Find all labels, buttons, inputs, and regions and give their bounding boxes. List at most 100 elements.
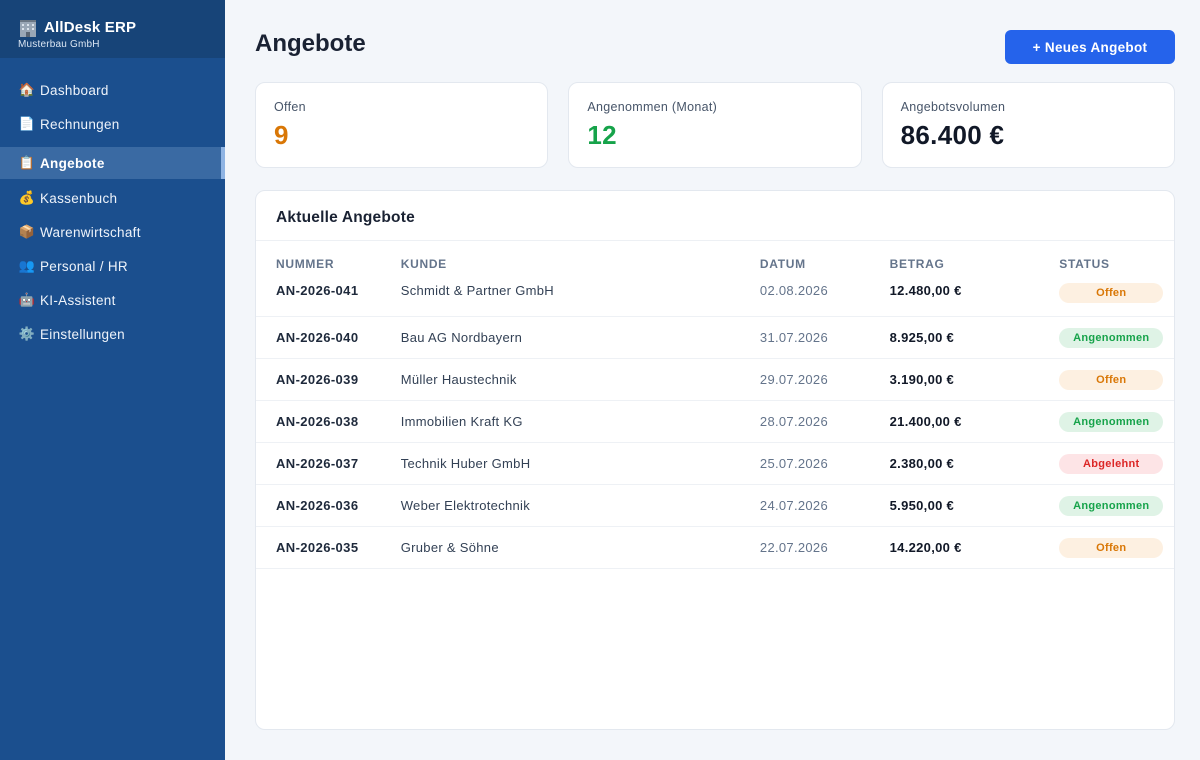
sidebar-item-label: Rechnungen: [40, 116, 120, 132]
status-badge: Offen: [1059, 369, 1164, 390]
package-icon: 📦: [18, 224, 36, 239]
offer-date: 28.07.2026: [759, 414, 828, 429]
panel-title: Aktuelle Angebote: [256, 191, 1174, 241]
offer-number: AN-2026-038: [276, 414, 359, 429]
sidebar-item-label: Einstellungen: [40, 326, 125, 342]
sidebar-item-kassenbuch[interactable]: 💰 Kassenbuch: [0, 181, 225, 215]
offer-amount: 2.380,00 €: [889, 456, 955, 471]
company-name: Musterbau GmbH: [18, 39, 100, 50]
table-body: AN-2026-041 Schmidt & Partner GmbH 02.08.2…: [256, 279, 1174, 569]
customer-name: Technik Huber GmbH: [400, 456, 531, 471]
column-header-betrag[interactable]: BETRAG: [889, 257, 945, 271]
offer-date: 24.07.2026: [759, 498, 828, 513]
status-cell: Offen: [1059, 537, 1174, 558]
sidebar-item-label: Angebote: [40, 155, 105, 171]
kpi-card-angenommen: Angenommen (Monat) 12: [568, 82, 862, 168]
kpi-card-offen: Offen 9: [255, 82, 549, 168]
column-header-nummer[interactable]: NUMMER: [276, 257, 335, 271]
offer-date: 25.07.2026: [759, 456, 828, 471]
status-cell: Angenommen: [1059, 495, 1174, 516]
customer-name: Müller Haustechnik: [400, 372, 517, 387]
sidebar-item-personal-hr[interactable]: 👥 Personal / HR: [0, 249, 225, 283]
sidebar-item-label: Dashboard: [40, 82, 109, 98]
document-icon: 📄: [18, 116, 36, 131]
table-row[interactable]: AN-2026-036 Weber Elektrotechnik 24.07.202…: [256, 485, 1174, 527]
office-building-icon: [20, 20, 36, 37]
kpi-label: Angebotsvolumen: [900, 100, 1006, 114]
offer-amount: 14.220,00 €: [889, 540, 962, 555]
table-row[interactable]: AN-2026-037 Technik Huber GmbH 25.07.2026 2…: [256, 443, 1174, 485]
status-cell: Angenommen: [1059, 411, 1174, 432]
customer-name: Bau AG Nordbayern: [400, 330, 523, 345]
sidebar-item-einstellungen[interactable]: ⚙️ Einstellungen: [0, 317, 225, 351]
sidebar-item-rechnungen[interactable]: 📄 Rechnungen: [0, 107, 225, 141]
sidebar-item-label: Kassenbuch: [40, 190, 118, 206]
gear-icon: ⚙️: [18, 326, 36, 341]
sidebar-item-label: Warenwirtschaft: [40, 224, 141, 240]
customer-name: Gruber & Söhne: [400, 540, 499, 555]
clipboard-icon: 📋: [18, 155, 36, 170]
offer-number: AN-2026-037: [276, 456, 359, 471]
status-badge: Angenommen: [1059, 411, 1164, 432]
table-row[interactable]: AN-2026-041 Schmidt & Partner GmbH 02.08.2…: [256, 279, 1174, 317]
table-row[interactable]: AN-2026-035 Gruber & Söhne 22.07.2026 14.22…: [256, 527, 1174, 569]
offer-date: 29.07.2026: [759, 372, 828, 387]
status-badge: Offen: [1059, 537, 1164, 558]
new-offer-button[interactable]: + Neues Angebot: [1005, 30, 1175, 64]
status-badge: Angenommen: [1059, 327, 1164, 348]
offer-amount: 3.190,00 €: [889, 372, 955, 387]
kpi-label: Offen: [274, 100, 306, 114]
sidebar-item-ki-assistent[interactable]: 🤖 KI-Assistent: [0, 283, 225, 317]
offer-amount: 21.400,00 €: [889, 414, 962, 429]
sidebar-item-dashboard[interactable]: 🏠 Dashboard: [0, 73, 225, 107]
status-badge: Offen: [1059, 283, 1164, 303]
column-header-status[interactable]: STATUS: [1059, 257, 1110, 271]
status-cell: Abgelehnt: [1059, 453, 1174, 474]
kpi-card-volumen: Angebotsvolumen 86.400 €: [881, 82, 1175, 168]
status-cell: Angenommen: [1059, 327, 1174, 348]
sidebar-item-angebote[interactable]: 📋 Angebote: [0, 147, 225, 179]
table-row[interactable]: AN-2026-040 Bau AG Nordbayern 31.07.2026 8.…: [256, 317, 1174, 359]
sidebar-item-label: Personal / HR: [40, 258, 128, 274]
offer-date: 02.08.2026: [759, 283, 828, 298]
sidebar-nav: 🏠 Dashboard 📄 Rechnungen 📋 Angebote 💰 Kassenbuc…: [0, 73, 225, 351]
app-title: AllDesk ERP: [18, 19, 207, 37]
column-header-datum[interactable]: DATUM: [759, 257, 806, 271]
sidebar-item-label: KI-Assistent: [40, 292, 116, 308]
offer-date: 31.07.2026: [759, 330, 828, 345]
kpi-value: 86.400 €: [900, 120, 1005, 150]
brand-header: AllDesk ERP Musterbau GmbH: [0, 0, 225, 58]
table-header: NUMMER KUNDE DATUM BETRAG STATUS: [256, 241, 1174, 279]
customer-name: Schmidt & Partner GmbH: [400, 283, 554, 298]
house-icon: 🏠: [18, 82, 36, 97]
offers-panel: Aktuelle Angebote NUMMER KUNDE DATUM BET…: [255, 190, 1175, 730]
offer-date: 22.07.2026: [759, 540, 828, 555]
customer-name: Immobilien Kraft KG: [400, 414, 523, 429]
offer-amount: 5.950,00 €: [889, 498, 955, 513]
offer-number: AN-2026-039: [276, 372, 359, 387]
column-header-kunde[interactable]: KUNDE: [400, 257, 447, 271]
offer-number: AN-2026-036: [276, 498, 359, 513]
offer-number: AN-2026-040: [276, 330, 359, 345]
money-bag-icon: 💰: [18, 190, 36, 205]
status-cell: Offen: [1059, 369, 1174, 390]
status-cell: Offen: [1059, 283, 1174, 303]
offer-amount: 12.480,00 €: [889, 283, 962, 298]
offer-amount: 8.925,00 €: [889, 330, 955, 345]
table-row[interactable]: AN-2026-038 Immobilien Kraft KG 28.07.2026…: [256, 401, 1174, 443]
status-badge: Abgelehnt: [1059, 453, 1164, 474]
status-badge: Angenommen: [1059, 495, 1164, 516]
robot-icon: 🤖: [18, 292, 36, 307]
page-title: Angebote: [255, 30, 366, 57]
customer-name: Weber Elektrotechnik: [400, 498, 531, 513]
people-icon: 👥: [18, 258, 36, 273]
sidebar-item-warenwirtschaft[interactable]: 📦 Warenwirtschaft: [0, 215, 225, 249]
kpi-value: 12: [587, 120, 617, 150]
kpi-label: Angenommen (Monat): [587, 100, 718, 114]
sidebar: AllDesk ERP Musterbau GmbH 🏠 Dashboard 📄 Re…: [0, 0, 225, 760]
offer-number: AN-2026-035: [276, 540, 359, 555]
kpi-value: 9: [274, 120, 289, 150]
app-name: AllDesk ERP: [44, 19, 137, 36]
table-row[interactable]: AN-2026-039 Müller Haustechnik 29.07.2026 3…: [256, 359, 1174, 401]
offer-number: AN-2026-041: [276, 283, 359, 298]
